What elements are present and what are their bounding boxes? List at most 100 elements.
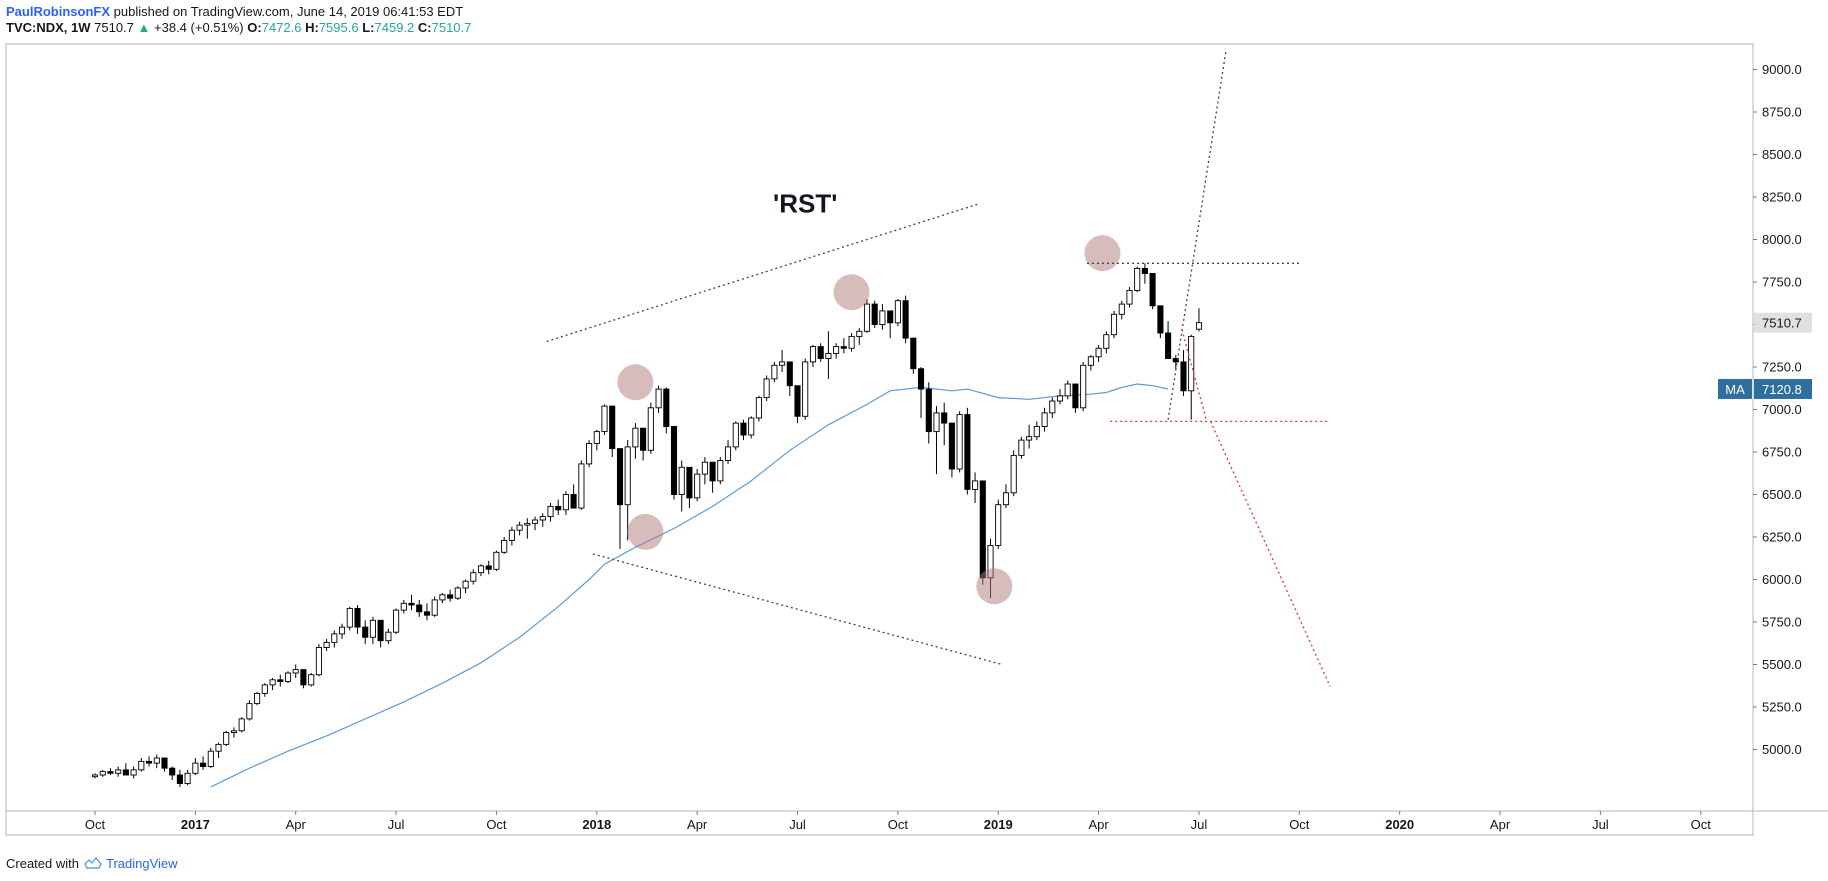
candle-body-up	[879, 310, 886, 325]
candle	[393, 608, 400, 634]
candle-body-up	[1087, 356, 1094, 366]
time-tick-label: Jul	[388, 817, 405, 832]
last-price-label: 7510.7	[1762, 316, 1802, 331]
candle	[1134, 266, 1141, 293]
highlight-ellipse[interactable]	[617, 364, 654, 401]
tradingview-brand[interactable]: TradingView	[106, 856, 178, 871]
time-tick-label: 2018	[582, 817, 611, 832]
candle-body-down	[964, 414, 971, 490]
candle	[555, 499, 562, 515]
price-tick-label: 7250.0	[1762, 360, 1802, 375]
candle-body-up	[1041, 412, 1048, 427]
candle	[972, 472, 979, 503]
publish-info: published on TradingView.com, June 14, 2…	[113, 4, 464, 19]
candle-body-up	[292, 669, 299, 674]
candle-body-up	[655, 388, 662, 409]
candle-body-up	[254, 692, 261, 705]
candle-body-up	[369, 619, 376, 638]
candle	[207, 747, 214, 769]
candle	[1195, 308, 1203, 332]
candle	[230, 727, 238, 738]
candle	[130, 766, 137, 779]
candle-body-down	[169, 767, 176, 776]
candle-body-up	[724, 446, 732, 461]
close-label: C:	[417, 20, 432, 35]
candle	[107, 768, 114, 775]
candle-body-up	[153, 757, 160, 764]
rst-annotation: 'RST'	[773, 188, 837, 218]
candle-body-up	[856, 330, 863, 337]
candle-body-down	[1141, 267, 1148, 274]
lower-trendline[interactable]	[592, 553, 1003, 666]
candle	[833, 343, 840, 359]
candle	[369, 616, 376, 645]
candle-body-down	[817, 346, 824, 359]
downside-path-2[interactable]	[1209, 421, 1331, 687]
candle-body-down	[362, 626, 369, 638]
price-axis[interactable]: 9000.08750.08500.08250.08000.07750.07500…	[1718, 62, 1812, 757]
highlight-ellipse[interactable]	[976, 568, 1013, 605]
price-tick-label: 8750.0	[1762, 105, 1802, 120]
candle-body-up	[1110, 313, 1118, 336]
candle-body-down	[686, 466, 693, 499]
candle	[740, 419, 747, 441]
candle	[462, 579, 469, 594]
price-tick-label: 9000.0	[1762, 62, 1802, 77]
candle-body-up	[779, 361, 786, 366]
candle	[1126, 287, 1133, 308]
highlight-ellipse[interactable]	[627, 513, 664, 550]
candle-body-down	[794, 385, 801, 417]
candle	[269, 678, 276, 690]
candle	[454, 586, 461, 600]
time-axis[interactable]: Oct 2017 Apr Jul Oct 2018 Apr Jul Oct 2019 Apr Jul O…	[85, 811, 1711, 832]
ma-name-label: MA	[1725, 382, 1745, 397]
candle-body-up	[1018, 439, 1025, 456]
chart-pane-frame	[5, 43, 1828, 836]
time-tick-label: Oct	[888, 817, 909, 832]
close-value: 7510.7	[431, 20, 472, 35]
candle-body-down	[200, 762, 207, 767]
time-tick-label: Jul	[789, 817, 806, 832]
candle-body-up	[894, 300, 901, 324]
highlight-ellipse[interactable]	[833, 274, 870, 311]
candle	[501, 537, 508, 554]
time-tick-label: Apr	[687, 817, 708, 832]
highlight-ellipse[interactable]	[1084, 235, 1121, 272]
candle-body-down	[447, 594, 454, 599]
candle	[1010, 450, 1017, 497]
candle-body-up	[1118, 303, 1125, 315]
candle-body-up	[1064, 383, 1071, 397]
candle	[578, 460, 585, 510]
candle-body-down	[300, 669, 307, 686]
candle-body-down	[354, 607, 361, 628]
upper-trendline[interactable]	[546, 203, 980, 343]
chart-footer: Created with TradingView	[6, 856, 178, 871]
time-tick-label: 2020	[1385, 817, 1414, 832]
candle	[1072, 383, 1079, 413]
low-value: 7459.2	[374, 20, 415, 35]
candle	[485, 560, 492, 575]
candle	[1018, 436, 1025, 459]
ma-name-badge	[1718, 378, 1752, 399]
candle-body-up	[632, 427, 639, 448]
candle	[254, 691, 261, 706]
candle	[678, 460, 685, 512]
candle	[732, 421, 739, 451]
candle	[246, 700, 253, 721]
candle-body-up	[501, 539, 508, 553]
candle	[809, 344, 817, 367]
candle	[655, 385, 662, 413]
upside-projection[interactable]	[1167, 50, 1227, 420]
candle	[408, 594, 415, 611]
candle-body-up	[933, 412, 940, 433]
author-name[interactable]: PaulRobinsonFX	[6, 4, 110, 19]
downside-path-1[interactable]	[1181, 329, 1208, 422]
ma-value-label: 7120.8	[1762, 382, 1802, 397]
candle	[902, 295, 909, 344]
candle	[1141, 263, 1148, 284]
price-tick-label: 8500.0	[1762, 147, 1802, 162]
price-tick-label: 6750.0	[1762, 445, 1802, 460]
price-tick-label: 7000.0	[1762, 402, 1802, 417]
low-label: L:	[362, 20, 375, 35]
